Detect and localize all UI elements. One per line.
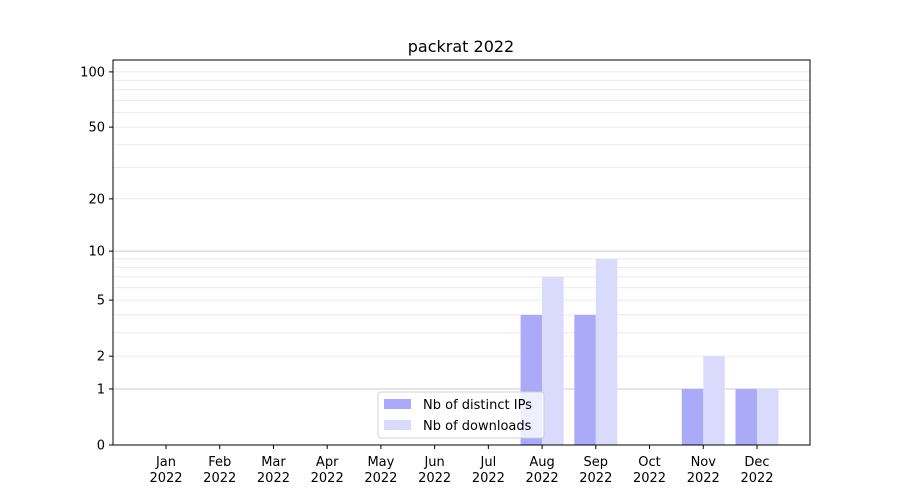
legend-label: Nb of downloads bbox=[423, 419, 532, 434]
x-tick-label-year: 2022 bbox=[149, 471, 182, 486]
bar-distinct-ips bbox=[681, 388, 704, 445]
x-tick-label-month: May bbox=[367, 455, 394, 470]
y-tick-label: 100 bbox=[80, 65, 105, 80]
bar-distinct-ips bbox=[735, 388, 757, 445]
legend-box bbox=[377, 391, 545, 439]
x-tick-label-month: Jan bbox=[155, 455, 176, 470]
x-tick-label-year: 2022 bbox=[257, 471, 290, 486]
x-tick-label-year: 2022 bbox=[364, 471, 397, 486]
x-tick-label-year: 2022 bbox=[418, 471, 451, 486]
x-tick-label-month: Dec bbox=[744, 455, 769, 470]
y-tick-label: 20 bbox=[88, 192, 105, 207]
x-tick-label-year: 2022 bbox=[687, 471, 720, 486]
chart-title: packrat 2022 bbox=[408, 37, 514, 56]
x-tick-label-year: 2022 bbox=[740, 471, 773, 486]
x-tick-label-month: Apr bbox=[316, 455, 339, 470]
legend-swatch bbox=[384, 420, 411, 430]
x-tick-label-year: 2022 bbox=[472, 471, 505, 486]
bar-downloads bbox=[542, 276, 564, 445]
x-tick-label-month: Sep bbox=[584, 455, 609, 470]
x-tick-label-month: Mar bbox=[261, 455, 286, 470]
bar-downloads bbox=[703, 356, 725, 445]
x-tick-label-month: Jul bbox=[480, 455, 497, 470]
y-tick-label: 2 bbox=[97, 350, 105, 365]
y-tick-label: 0 bbox=[97, 439, 105, 454]
bar-downloads bbox=[757, 388, 779, 445]
x-tick-label-month: Nov bbox=[691, 455, 717, 470]
x-tick-label-month: Jun bbox=[423, 455, 444, 470]
bar-downloads bbox=[595, 258, 618, 445]
y-tick-label: 50 bbox=[88, 121, 105, 136]
x-tick-label-year: 2022 bbox=[579, 471, 612, 486]
x-tick-label-year: 2022 bbox=[203, 471, 236, 486]
x-tick-label-month: Aug bbox=[529, 455, 554, 470]
x-tick-label-year: 2022 bbox=[633, 471, 666, 486]
y-tick-label: 5 bbox=[97, 294, 105, 309]
legend-swatch bbox=[384, 399, 411, 409]
legend: Nb of distinct IPs Nb of downloads bbox=[377, 391, 545, 439]
bar-distinct-ips bbox=[574, 314, 596, 445]
x-tick-label-month: Oct bbox=[638, 455, 660, 470]
x-tick-label-year: 2022 bbox=[526, 471, 559, 486]
legend-label: Nb of distinct IPs bbox=[423, 398, 532, 413]
y-tick-label: 10 bbox=[88, 245, 105, 260]
y-tick-label: 1 bbox=[97, 382, 105, 397]
x-tick-label-year: 2022 bbox=[311, 471, 344, 486]
x-tick-label-month: Feb bbox=[208, 455, 231, 470]
plot-frame bbox=[112, 59, 811, 446]
